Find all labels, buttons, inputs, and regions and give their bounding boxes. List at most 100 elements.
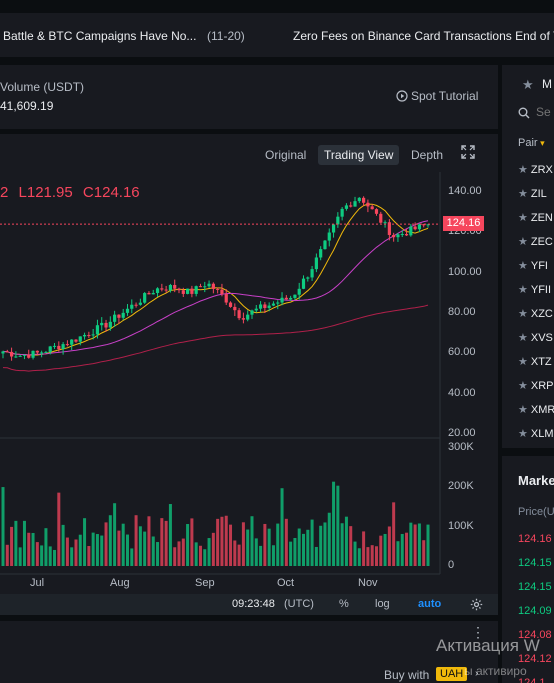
pair-symbol: ZEC — [530, 236, 553, 248]
volume-tick-label: 300K — [448, 441, 474, 453]
volume-bar — [396, 541, 400, 566]
pair-list-item[interactable]: ★ YFII — [518, 283, 551, 296]
pair-symbol: YFII — [530, 284, 552, 296]
announcement-date: (11-20) — [207, 29, 245, 43]
time-tick-label: Nov — [358, 577, 378, 589]
price-tick-label: 60.00 — [448, 346, 476, 359]
ohlc-close-label: C — [82, 184, 94, 201]
candle — [357, 197, 361, 204]
star-icon[interactable]: ★ — [518, 260, 528, 272]
tab-original[interactable]: Original — [265, 148, 307, 162]
volume-bar — [160, 518, 164, 566]
pair-sort-header[interactable]: Pair ▾ — [518, 137, 545, 149]
star-icon[interactable]: ★ — [518, 284, 528, 296]
volume-tick-label: 100K — [448, 519, 474, 532]
volume-bar — [95, 534, 99, 566]
candle — [387, 219, 391, 241]
volume-bar — [233, 540, 237, 566]
announcement-ticker: Battle & BTC Campaigns Have No... (11-20… — [0, 13, 554, 57]
pair-list-item[interactable]: ★ ZRX — [518, 163, 553, 176]
star-icon[interactable]: ★ — [518, 380, 528, 392]
tab-depth[interactable]: Depth — [411, 148, 444, 162]
pair-list-item[interactable]: ★ ZIL — [518, 187, 547, 200]
volume-bar — [344, 516, 348, 566]
candle — [293, 294, 297, 301]
star-icon[interactable]: ★ — [518, 428, 528, 440]
candle — [130, 299, 134, 314]
candle — [267, 302, 271, 312]
trade-price: 124.15 — [518, 581, 552, 593]
spot-tutorial-link[interactable]: Spot Tutorial — [396, 89, 478, 103]
volume-bar — [289, 541, 293, 566]
volume-bar — [241, 522, 245, 566]
volume-bar — [156, 542, 160, 566]
star-icon[interactable]: ★ — [518, 164, 528, 176]
candle — [1, 350, 5, 359]
announcement-item[interactable]: Zero Fees on Binance Card Transactions E… — [293, 29, 554, 43]
log-toggle[interactable]: log — [375, 598, 390, 610]
candlestick-chart[interactable] — [0, 134, 498, 594]
candle — [27, 349, 31, 359]
candle — [284, 295, 288, 300]
volume-bar — [383, 533, 387, 566]
market-tab-label[interactable]: M — [542, 77, 552, 91]
pair-list-item[interactable]: ★ XRP — [518, 379, 554, 392]
volume-bar — [173, 547, 177, 566]
volume-bar — [190, 518, 194, 566]
volume-bar — [35, 542, 39, 566]
volume-bar — [237, 544, 241, 566]
volume-bar — [374, 546, 378, 566]
volume-bar — [276, 523, 280, 566]
market-trades-title[interactable]: Marke — [518, 473, 554, 488]
gear-icon[interactable] — [470, 598, 483, 611]
pair-symbol: YFI — [530, 260, 548, 272]
volume-bar — [70, 547, 74, 566]
chart-panel: Original Trading View Depth 2 L121.95 C1… — [0, 134, 498, 615]
currency-selector[interactable]: UAH — [436, 667, 468, 681]
pair-list-item[interactable]: ★ XZC — [518, 307, 553, 320]
volume-bar — [134, 515, 138, 566]
moving-average-line — [2, 220, 429, 356]
fullscreen-icon[interactable] — [461, 145, 475, 159]
volume-bar — [1, 487, 5, 566]
candle — [14, 351, 18, 358]
pair-list-item[interactable]: ★ XTZ — [518, 355, 552, 368]
star-icon[interactable]: ★ — [522, 77, 534, 92]
pair-list-item[interactable]: ★ ZEN — [518, 211, 553, 224]
star-icon[interactable]: ★ — [518, 356, 528, 368]
candle — [323, 239, 327, 250]
more-options-icon[interactable]: ⋮ — [471, 624, 485, 640]
pair-list-item[interactable]: ★ ZEC — [518, 235, 553, 248]
pair-list-item[interactable]: ★ XMR — [518, 403, 554, 416]
candle — [52, 342, 57, 349]
pair-list-item[interactable]: ★ XVS — [518, 331, 553, 344]
buy-with-label: Buy with — [384, 668, 430, 682]
pair-header-label: Pair — [518, 137, 538, 149]
volume-bar — [83, 518, 87, 566]
volume-bar — [130, 548, 134, 566]
star-icon[interactable]: ★ — [518, 308, 528, 320]
star-icon[interactable]: ★ — [518, 236, 528, 248]
tab-trading-view[interactable]: Trading View — [318, 145, 400, 165]
candle — [87, 331, 91, 338]
candle — [379, 211, 383, 224]
star-icon[interactable]: ★ — [518, 212, 528, 224]
pair-list-item[interactable]: ★ XLM — [518, 427, 554, 440]
pair-list-item[interactable]: ★ YFI — [518, 259, 548, 272]
trade-price: 124.16 — [518, 533, 552, 545]
pair-search-input[interactable] — [536, 104, 554, 120]
volume-bars — [1, 481, 430, 566]
pair-symbol: XTZ — [530, 356, 552, 368]
star-icon[interactable]: ★ — [518, 404, 528, 416]
candle — [409, 224, 413, 237]
chevron-right-icon[interactable]: › — [475, 668, 479, 679]
auto-toggle[interactable]: auto — [418, 598, 442, 610]
star-icon[interactable]: ★ — [518, 188, 528, 200]
pair-symbol: ZEN — [530, 212, 553, 224]
star-icon[interactable]: ★ — [518, 332, 528, 344]
announcement-item[interactable]: Battle & BTC Campaigns Have No... — [3, 29, 197, 43]
volume-bar — [194, 542, 198, 566]
volume-bar — [181, 538, 185, 566]
volume-bar — [168, 504, 172, 566]
percent-toggle[interactable]: % — [339, 598, 349, 610]
